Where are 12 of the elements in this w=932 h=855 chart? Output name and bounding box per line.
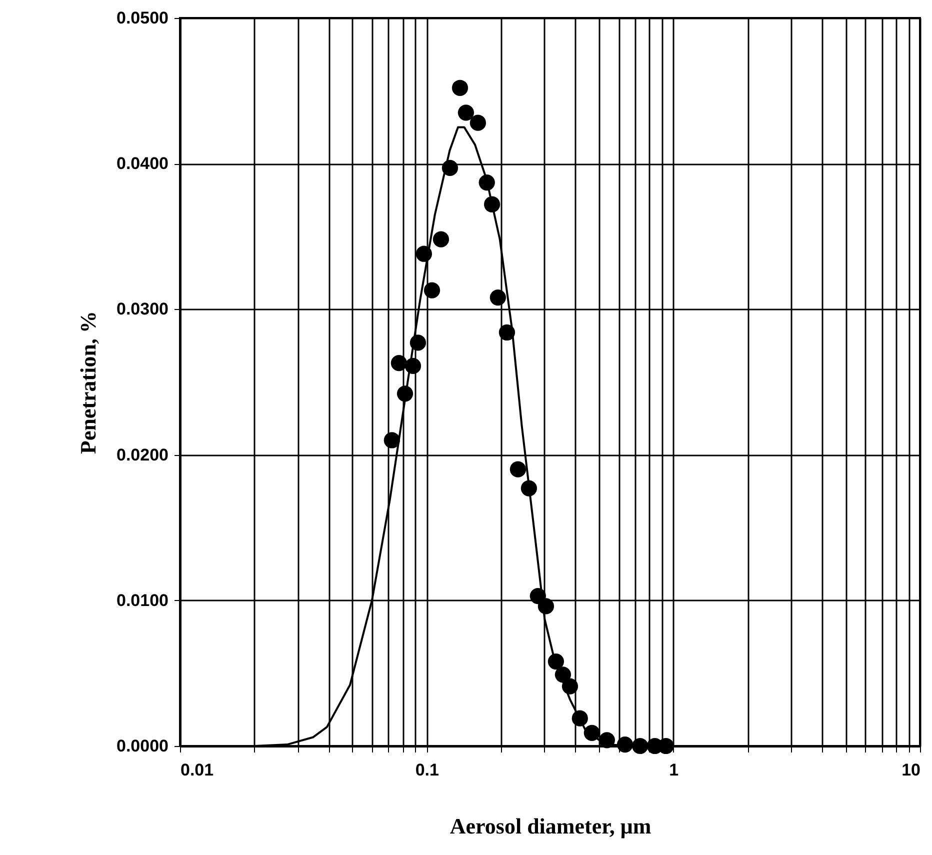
y-tick-label: 0.0100 bbox=[116, 590, 168, 610]
y-axis-title: Penetration, % bbox=[76, 311, 101, 454]
x-tick-label: 10 bbox=[902, 760, 920, 780]
x-tick-label: 0.01 bbox=[180, 760, 214, 780]
y-tick-label: 0.0400 bbox=[116, 154, 168, 174]
x-tick-label: 1 bbox=[669, 760, 679, 780]
x-axis-title: Aerosol diameter, μm bbox=[450, 814, 652, 838]
y-tick-label: 0.0000 bbox=[116, 736, 168, 756]
y-tick-label: 0.0200 bbox=[116, 445, 168, 464]
x-tick-label: 0.1 bbox=[415, 760, 439, 780]
y-tick-label: 0.0500 bbox=[116, 8, 168, 28]
y-tick-label: 0.0300 bbox=[116, 300, 168, 319]
